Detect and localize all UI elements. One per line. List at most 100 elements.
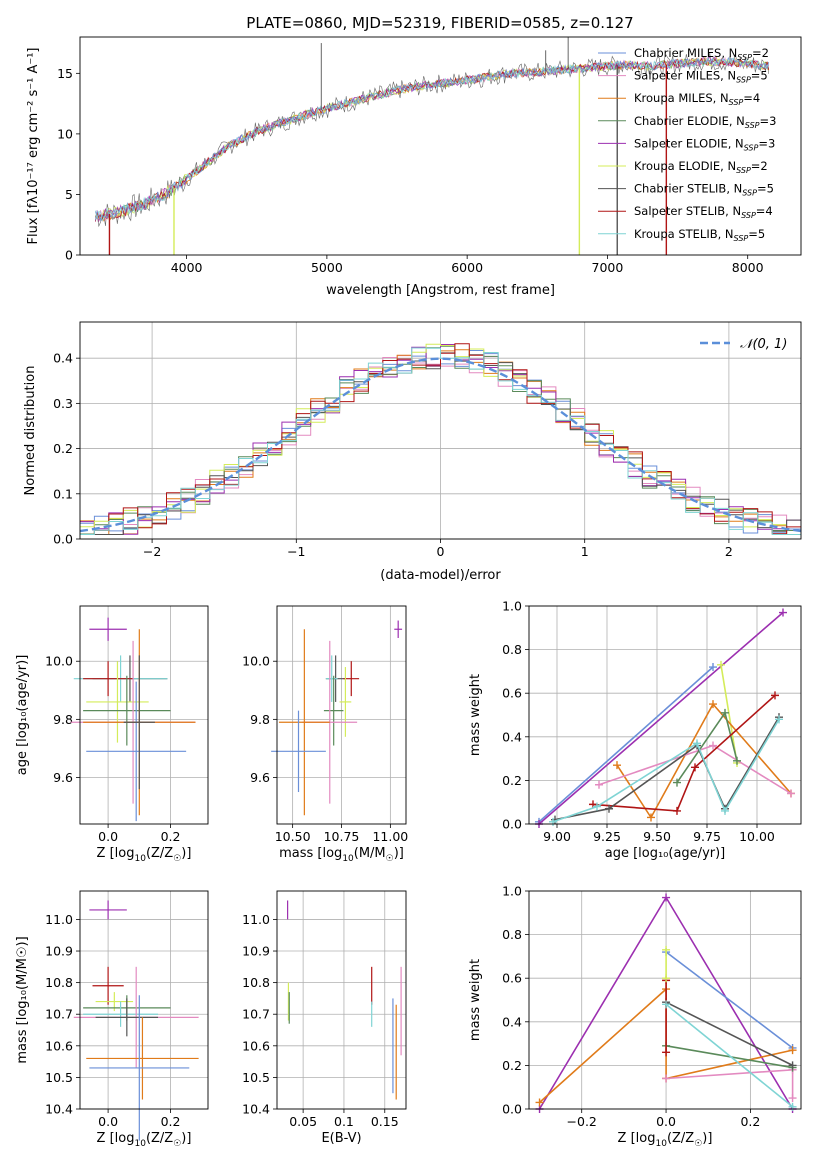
x-tick-label: 5000 [311,260,343,275]
series-line [665,1003,794,1108]
legend-label-chabrier_stelib: Chabrier STELIB, NSSP=5 [634,182,774,198]
spectrum-legend: Chabrier MILES, NSSP=2 Salpeter MILES, NS… [598,46,776,243]
y-tick-label: 0.3 [53,396,73,411]
series-line [665,1001,793,1067]
spectrum-axes: 4000 5000 6000 7000 8000 0 5 10 15 [57,66,764,275]
mass_vs_Z-point-salpeter_elodie [89,900,127,920]
series-marker [662,974,671,983]
age_vs_Z-point-salpeter_elodie [89,617,127,641]
age_vs_mass-point-chabrier_miles [271,710,326,793]
age_vs_Z-point-salpeter_stelib [83,661,134,697]
series-marker [721,708,729,717]
age_vs_mass-point-chabrier_elodie [323,675,344,746]
massweight_vs_age-series-chabrier_stelib [551,713,783,824]
legend-label-salpeter_elodie: Salpeter ELODIE, NSSP=3 [634,136,775,152]
y-tick-label: 9.6 [53,770,73,785]
series-marker [662,1048,671,1057]
x-tick-label: 0.2 [161,829,181,844]
gaussian-curve [79,357,802,533]
series-marker [788,1046,797,1055]
y-tick-label: 0.0 [502,817,522,832]
x-tick-label: 7000 [592,260,624,275]
series-marker [673,806,681,815]
series-marker [595,780,603,789]
age_vs_Z-point-chabrier_stelib [123,655,155,790]
y-tick-label: 10.5 [45,1070,73,1085]
y-tick-label: 1.0 [502,599,522,614]
series-marker [535,1098,544,1107]
y-tick-label: 5 [65,187,73,202]
series-marker [709,741,717,750]
residuals-xlabel: (data-model)/error [380,568,501,583]
residuals-frame [79,321,802,540]
x-tick-label: 8000 [732,260,764,275]
massweight_vs_age-series-salpeter_stelib [589,691,779,815]
x-tick-label: 10.75 [324,829,360,844]
y-tick-label: 10.8 [242,975,270,990]
y-tick-label: 0 [65,248,73,263]
age_vs_mass-point-salpeter_stelib [343,661,360,697]
series-marker [717,660,725,669]
x-tick-label: −1 [287,544,305,559]
y-tick-label: 10.5 [242,1070,270,1085]
y-tick-label: 10.9 [242,944,270,959]
y-tick-label: 0.2 [502,1058,522,1073]
series-marker [662,1000,671,1009]
age_vs_mass-point-kroupa_miles [278,629,330,816]
series-marker [662,1074,671,1083]
y-tick-label: 11.0 [45,912,73,927]
age_vs_mass-frame [276,605,407,825]
spectrum-series-chabrier_stelib [95,52,769,228]
massweight_vs_Z-frame [528,890,802,1110]
legend-label-salpeter_miles: Salpeter MILES, NSSP=5 [634,69,768,85]
x-tick-label: 9.25 [593,829,621,844]
massweight_vs_age-frame [528,605,802,825]
massweight_vs_age-ylabel: mass weight [468,674,483,756]
series-marker [662,945,671,954]
series-marker [647,813,655,822]
mass_vs_Z-point-salpeter_stelib [92,966,124,1005]
age_vs_Z-point-kroupa_elodie [86,661,149,743]
x-tick-label: 0.1 [334,1114,354,1129]
series-marker [775,715,783,724]
massweight_vs_age-series-chabrier_miles [535,663,717,826]
mass_vs_Z-point-kroupa_miles [86,1017,199,1100]
x-tick-label: 9.50 [643,829,671,844]
y-tick-label: 10.0 [45,654,73,669]
series-line [720,664,738,764]
series-marker [691,763,699,772]
massweight_vs_Z-series-salpeter_miles [662,1065,797,1103]
series-marker [673,778,681,787]
y-tick-label: 10.4 [45,1102,73,1117]
massweight_vs_Z-xlabel: Z [log10(Z/Z☉)] [618,1131,713,1149]
y-tick-label: 10.7 [242,1007,270,1022]
mass_vs_ebv-axes: 0.05 0.1 0.15 10.4 10.5 10.6 10.7 10.8 10.9 11.0 [242,891,406,1129]
x-tick-label: 9.75 [693,829,721,844]
spectrum-series-kroupa_stelib [95,57,769,222]
y-tick-label: 10.7 [45,1007,73,1022]
age_vs_Z-point-chabrier_miles [86,681,187,822]
spectrum-title: PLATE=0860, MJD=52319, FIBERID=0585, z=0… [246,14,633,32]
legend-label-kroupa_miles: Kroupa MILES, NSSP=4 [634,91,760,107]
series-marker [788,1061,797,1070]
x-tick-label: 10.50 [275,829,311,844]
spectrum-frame [79,36,802,256]
series-marker [709,663,717,672]
massweight_vs_age-series-salpeter_miles [595,741,795,798]
histogram-series-kroupa_elodie [80,343,801,535]
y-tick-label: 10.6 [45,1038,73,1053]
x-tick-label: −2 [143,544,161,559]
age_vs_Z-frame [79,605,209,825]
series-marker [593,802,601,811]
massweight_vs_age-series-chabrier_elodie [673,708,741,787]
legend-label-salpeter_stelib: Salpeter STELIB, NSSP=4 [634,204,773,220]
y-tick-label: 10 [57,126,73,141]
massweight-vs-age-xlabel: age [log₁₀(age/yr)] [605,846,726,861]
age_vs_Z-point-chabrier_elodie [83,675,171,746]
x-tick-label: 0.0 [98,1114,118,1129]
mass-vs-Z-ylabel: mass [log₁₀(M/M☉)] [15,936,30,1063]
x-tick-label: 0.05 [289,1114,317,1129]
series-marker [771,691,779,700]
y-tick-label: 9.6 [250,770,270,785]
y-tick-label: 0.6 [502,971,522,986]
